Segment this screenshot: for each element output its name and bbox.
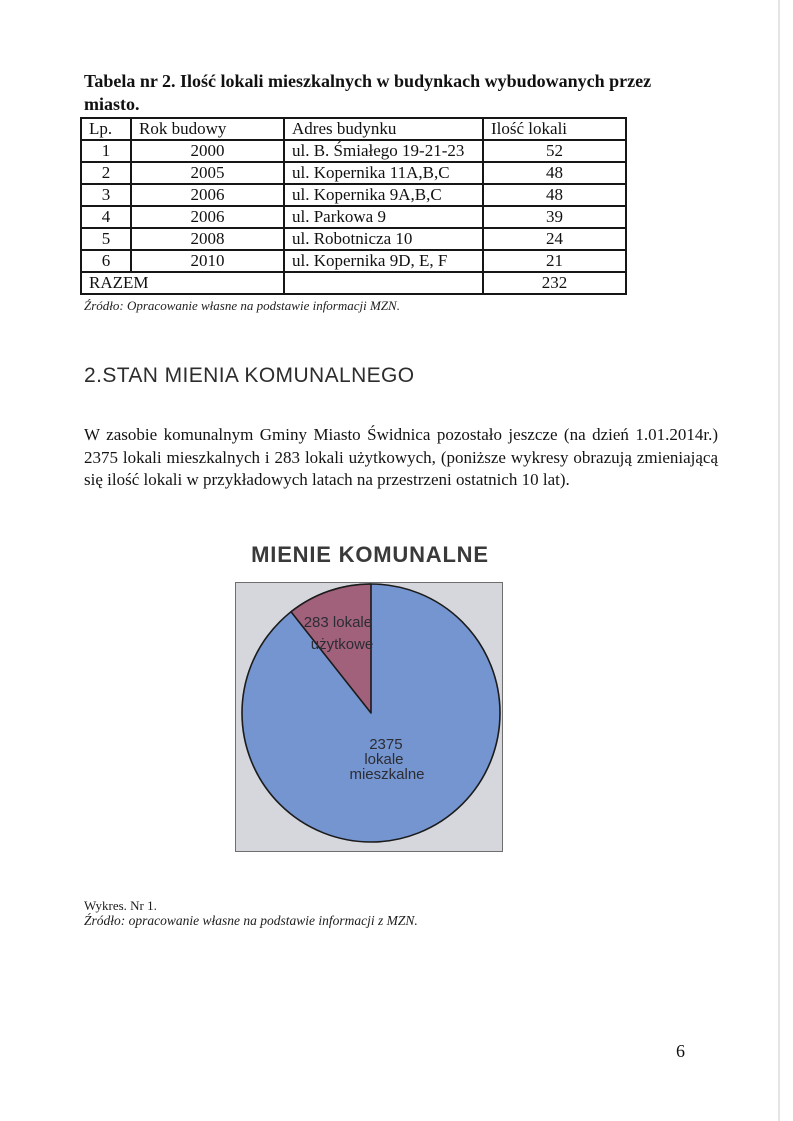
chart-source-note: Źródło: opracowanie własne na podstawie … [84, 913, 418, 928]
cell-adres: ul. Robotnicza 10 [283, 227, 484, 251]
section-heading: 2.STAN MIENIA KOMUNALNEGO [84, 364, 415, 387]
table-header-row: Lp. Rok budowy Adres budynku Ilość lokal… [80, 117, 627, 141]
pie-chart-title: MIENIE KOMUNALNE [251, 542, 489, 567]
cell-ilosc: 52 [482, 139, 627, 163]
table-row: 4 2006 ul. Parkowa 9 39 [80, 205, 627, 229]
cell-rok: 2006 [130, 205, 285, 229]
pie-slice-uzytkowe [290, 583, 372, 714]
cell-rok: 2005 [130, 161, 285, 185]
total-value-cell: 232 [482, 271, 627, 295]
pie-label-uzytkowe: 283 lokale użytkowe [304, 614, 377, 653]
col-header-rok: Rok budowy [130, 117, 285, 141]
col-header-lp: Lp. [80, 117, 132, 141]
cell-lp: 3 [80, 183, 132, 207]
table-total-row: RAZEM 232 [80, 271, 627, 295]
cell-lp: 2 [80, 161, 132, 185]
table-title: Tabela nr 2. Ilość lokali mieszkalnych w… [84, 71, 652, 114]
cell-ilosc: 24 [482, 227, 627, 251]
cell-adres: ul. B. Śmiałego 19-21-23 [283, 139, 484, 163]
cell-ilosc: 39 [482, 205, 627, 229]
table-row: 3 2006 ul. Kopernika 9A,B,C 48 [80, 183, 627, 207]
cell-adres: ul. Kopernika 11A,B,C [283, 161, 484, 185]
cell-rok: 2006 [130, 183, 285, 207]
cell-lp: 5 [80, 227, 132, 251]
total-empty-cell [283, 271, 484, 295]
table-source-note: Źródło: Opracowanie własne na podstawie … [84, 298, 400, 313]
pie-chart-svg: 283 lokale użytkowe 2375 lokale mieszkal… [241, 583, 501, 843]
housing-table: Lp. Rok budowy Adres budynku Ilość lokal… [80, 117, 627, 295]
cell-lp: 1 [80, 139, 132, 163]
table-row: 6 2010 ul. Kopernika 9D, E, F 21 [80, 249, 627, 273]
col-header-ilosc: Ilość lokali [482, 117, 627, 141]
cell-rok: 2000 [130, 139, 285, 163]
cell-adres: ul. Kopernika 9A,B,C [283, 183, 484, 207]
body-paragraph: W zasobie komunalnym Gminy Miasto Świdni… [84, 425, 718, 489]
cell-rok: 2010 [130, 249, 285, 273]
total-label-cell: RAZEM [80, 271, 285, 295]
pie-chart-area: 283 lokale użytkowe 2375 lokale mieszkal… [235, 582, 503, 852]
page-number: 6 [676, 1041, 685, 1061]
col-header-adres: Adres budynku [283, 117, 484, 141]
table-row: 1 2000 ul. B. Śmiałego 19-21-23 52 [80, 139, 627, 163]
cell-ilosc: 48 [482, 183, 627, 207]
scan-edge-artifact [778, 0, 780, 1121]
chart-caption: Wykres. Nr 1. [84, 898, 157, 913]
cell-rok: 2008 [130, 227, 285, 251]
pie-label-mieszkalne: 2375 lokale mieszkalne [349, 736, 424, 783]
cell-lp: 6 [80, 249, 132, 273]
cell-ilosc: 21 [482, 249, 627, 273]
cell-lp: 4 [80, 205, 132, 229]
cell-ilosc: 48 [482, 161, 627, 185]
table-row: 5 2008 ul. Robotnicza 10 24 [80, 227, 627, 251]
table-row: 2 2005 ul. Kopernika 11A,B,C 48 [80, 161, 627, 185]
cell-adres: ul. Kopernika 9D, E, F [283, 249, 484, 273]
cell-adres: ul. Parkowa 9 [283, 205, 484, 229]
